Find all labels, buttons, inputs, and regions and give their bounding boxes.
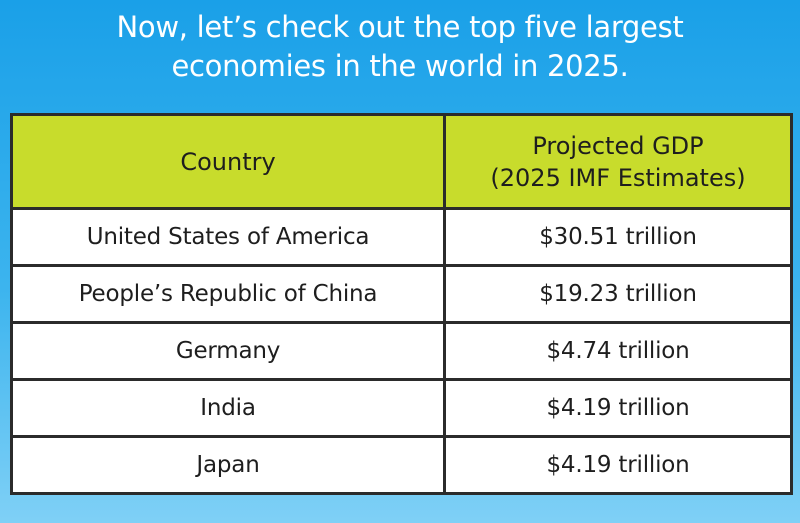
header-projected-gdp: Projected GDP (2025 IMF Estimates) [443, 113, 793, 210]
table-row: United States of America $30.51 trillion [10, 207, 793, 267]
country-cell: Japan [10, 435, 446, 495]
gdp-cell: $4.19 trillion [443, 378, 793, 438]
header-gdp-line-2: (2025 IMF Estimates) [490, 163, 746, 192]
headline-line-2: economies in the world in 2025. [171, 49, 629, 83]
gdp-table: Country Projected GDP (2025 IMF Estimate… [10, 113, 793, 495]
country-cell: People’s Republic of China [10, 264, 446, 324]
header-row: Country Projected GDP (2025 IMF Estimate… [10, 113, 793, 210]
table-row: People’s Republic of China $19.23 trilli… [10, 264, 793, 324]
table-row: Germany $4.74 trillion [10, 321, 793, 381]
header-country: Country [10, 113, 446, 210]
table-row: Japan $4.19 trillion [10, 435, 793, 495]
gdp-cell: $19.23 trillion [443, 264, 793, 324]
gdp-cell: $30.51 trillion [443, 207, 793, 267]
table-row: India $4.19 trillion [10, 378, 793, 438]
table-body: United States of America $30.51 trillion… [10, 207, 793, 495]
headline: Now, let’s check out the top five larges… [0, 8, 800, 86]
country-cell: Germany [10, 321, 446, 381]
gdp-cell: $4.74 trillion [443, 321, 793, 381]
country-cell: India [10, 378, 446, 438]
header-country-label: Country [180, 147, 276, 176]
gdp-cell: $4.19 trillion [443, 435, 793, 495]
header-gdp-line-1: Projected GDP [532, 131, 704, 160]
table-header: Country Projected GDP (2025 IMF Estimate… [10, 113, 793, 210]
headline-line-1: Now, let’s check out the top five larges… [116, 10, 684, 44]
country-cell: United States of America [10, 207, 446, 267]
